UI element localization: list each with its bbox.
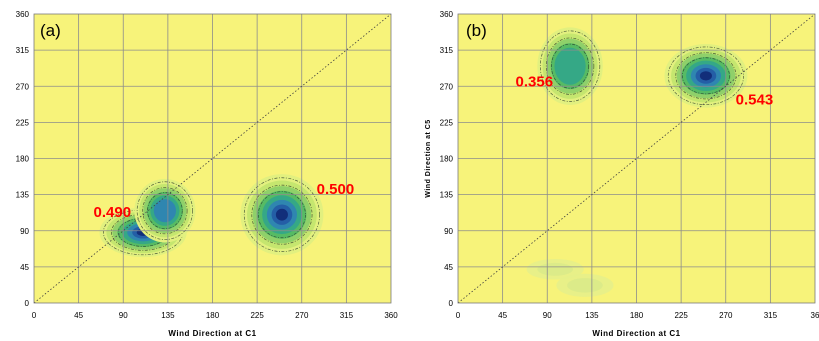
y-tick-label: 270 xyxy=(16,82,30,91)
y-tick-label: 0 xyxy=(25,299,30,308)
contour-line xyxy=(142,187,188,235)
x-tick-label: 135 xyxy=(585,311,599,320)
y-tick-label: 45 xyxy=(444,263,453,272)
x-tick-label: 180 xyxy=(630,311,644,320)
y-tick-label: 180 xyxy=(16,155,30,164)
contour-line xyxy=(136,181,194,240)
x-tick-label: 90 xyxy=(119,311,128,320)
x-tick-label: 315 xyxy=(340,311,354,320)
contour-line xyxy=(243,177,320,252)
x-axis-title-a: Wind Direction at C1 xyxy=(168,329,256,338)
diagonal-line-b xyxy=(457,13,816,304)
x-tick-label: 225 xyxy=(250,311,264,320)
annotations-a: 0.490 0.500 xyxy=(94,181,355,221)
correlation-annotation: 0.500 xyxy=(317,181,355,198)
density-ring xyxy=(275,208,288,221)
panel-a: 0 45 90 135 180 225 270 315 360 0 45 90 135 180 225 27… xyxy=(16,10,399,338)
x-tick-label: 90 xyxy=(543,311,552,320)
y-tick-labels-a: 0 45 90 135 180 225 270 315 360 xyxy=(16,10,30,308)
contour-line xyxy=(545,37,595,95)
x-tick-label: 45 xyxy=(498,311,507,320)
panel-label-a: (a) xyxy=(40,21,61,40)
correlation-annotation: 0.543 xyxy=(736,92,774,109)
y-tick-label: 315 xyxy=(440,46,454,55)
density-ring xyxy=(699,71,712,81)
correlation-annotation: 0.490 xyxy=(94,204,132,221)
contour-line xyxy=(682,57,730,95)
panel-label-b: (b) xyxy=(466,21,487,40)
contour-line xyxy=(667,46,744,106)
y-tick-label: 180 xyxy=(440,155,454,164)
x-tick-labels-b: 0 45 90 135 180 225 270 315 36 xyxy=(456,311,819,320)
contour-line xyxy=(147,192,183,230)
diagonal-line-a xyxy=(33,13,392,304)
y-tick-label: 90 xyxy=(444,227,453,236)
contour-line xyxy=(539,30,601,102)
x-axis-title-b: Wind Direction at C1 xyxy=(592,329,680,338)
y-tick-label: 0 xyxy=(449,299,454,308)
contour-line xyxy=(675,52,737,100)
density-blob xyxy=(526,259,584,280)
x-tick-labels-a: 0 45 90 135 180 225 270 315 360 xyxy=(32,311,398,320)
contour-line xyxy=(258,191,306,239)
density-ring xyxy=(554,47,586,85)
annotations-b: 0.356 0.543 xyxy=(516,73,774,108)
plot-frame-b xyxy=(457,13,816,304)
grid-b xyxy=(458,14,815,303)
y-tick-label: 45 xyxy=(20,263,29,272)
panel-b: 0 45 90 135 180 225 270 315 36 0 45 90 135 180 225 270… xyxy=(425,10,819,338)
grid-a xyxy=(34,14,391,303)
x-tick-label: 180 xyxy=(206,311,220,320)
x-tick-label: 0 xyxy=(32,311,37,320)
y-axis-title-b: Wind Direction at C5 xyxy=(425,119,432,197)
y-tick-label: 225 xyxy=(16,118,30,127)
x-tick-label: 36 xyxy=(811,311,819,320)
density-blob xyxy=(556,273,614,297)
x-tick-label: 0 xyxy=(456,311,461,320)
y-tick-label: 360 xyxy=(440,10,454,19)
y-tick-label: 225 xyxy=(440,118,454,127)
x-tick-label: 270 xyxy=(295,311,309,320)
density-ring xyxy=(537,262,574,276)
y-tick-label: 270 xyxy=(440,82,454,91)
x-tick-label: 45 xyxy=(74,311,83,320)
density-ring xyxy=(153,199,177,223)
density-blob xyxy=(240,174,324,256)
y-tick-label: 360 xyxy=(16,10,30,19)
y-tick-label: 135 xyxy=(440,191,454,200)
y-tick-label: 135 xyxy=(16,191,30,200)
x-tick-label: 315 xyxy=(764,311,778,320)
density-blob xyxy=(134,178,196,243)
x-tick-label: 135 xyxy=(161,311,175,320)
density-blob xyxy=(664,44,748,108)
correlation-annotation: 0.356 xyxy=(516,73,554,90)
contour-line xyxy=(551,43,590,89)
density-ring xyxy=(567,278,603,293)
contour-line xyxy=(251,184,313,245)
x-tick-label: 270 xyxy=(719,311,733,320)
y-tick-labels-b: 0 45 90 135 180 225 270 315 360 xyxy=(440,10,454,308)
y-tick-label: 90 xyxy=(20,227,29,236)
plot-frame-a xyxy=(33,13,392,304)
x-tick-label: 225 xyxy=(674,311,688,320)
y-tick-label: 315 xyxy=(16,46,30,55)
x-tick-label: 360 xyxy=(384,311,398,320)
